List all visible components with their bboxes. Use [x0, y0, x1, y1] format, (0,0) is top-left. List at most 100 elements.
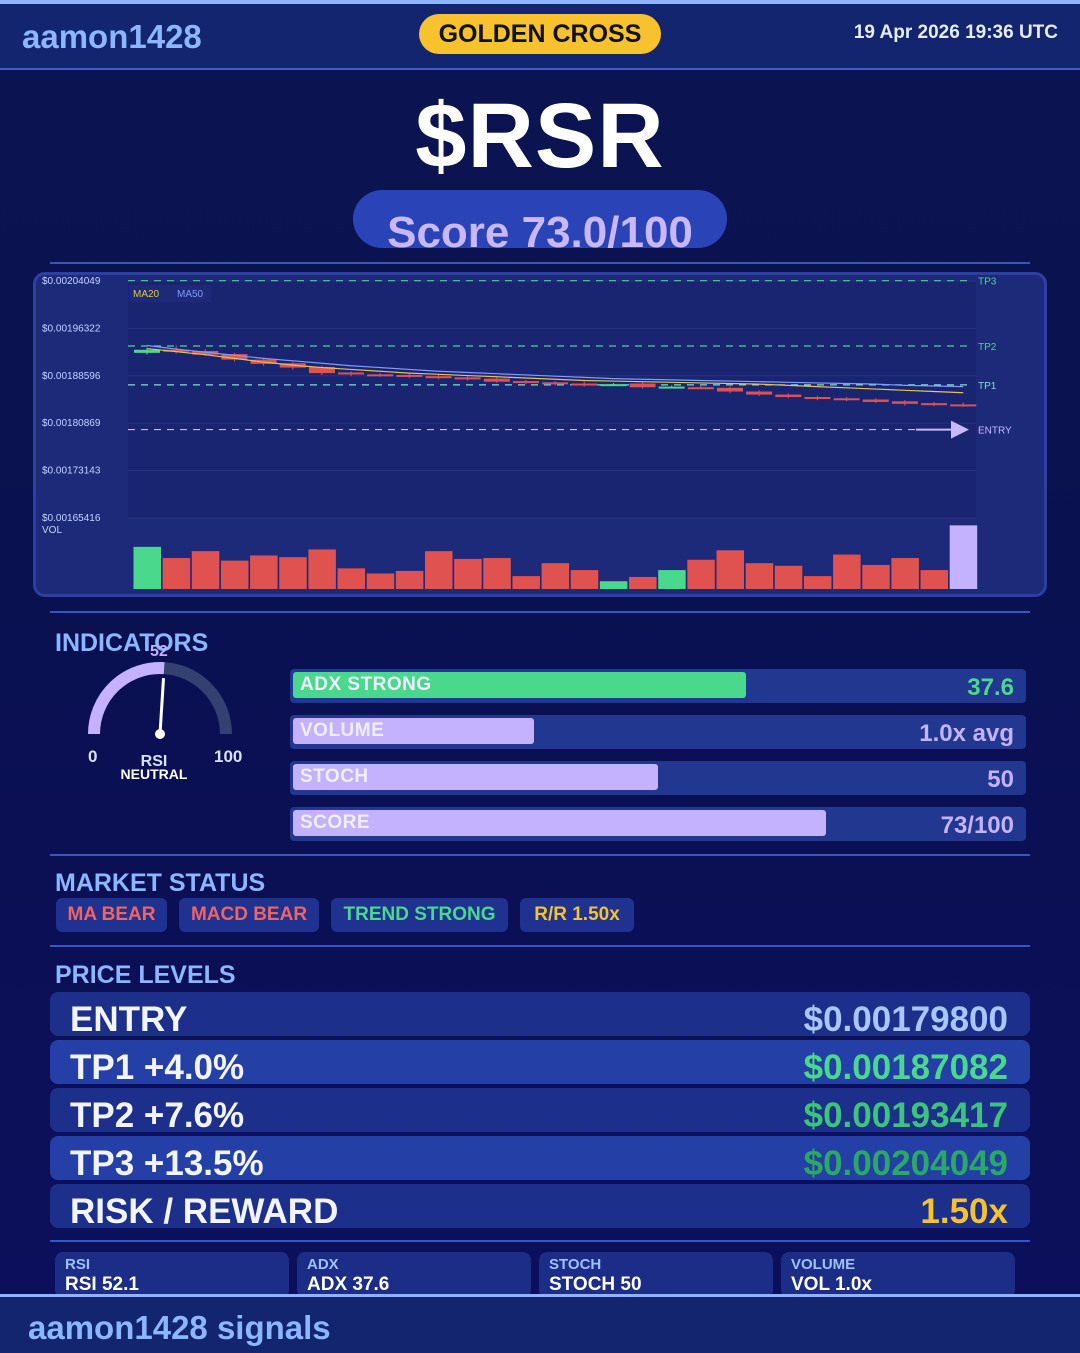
volume-label: VOL	[42, 525, 62, 536]
candle-body	[483, 378, 510, 382]
price-level-value: $0.00179800	[803, 1000, 1008, 1039]
status-chip: MACD BEAR	[179, 898, 319, 932]
price-level-label: TP1 +4.0%	[70, 1048, 245, 1087]
mini-stat-title: VOLUME	[791, 1256, 856, 1273]
timestamp: 19 Apr 2026 19:36 UTC	[853, 22, 1058, 43]
gauge-needle	[158, 678, 166, 735]
mini-stat-card: STOCH STOCH 50	[539, 1252, 773, 1298]
candle-body	[396, 374, 423, 377]
indicator-bar-fill	[293, 672, 746, 698]
brand-name: aamon1428	[22, 18, 202, 55]
market-status-title: MARKET STATUS	[55, 869, 266, 897]
ma50-line	[146, 344, 964, 388]
legend-ma50: MA50	[177, 289, 204, 300]
price-level-row: TP1 +4.0% $0.00187082	[50, 1040, 1030, 1087]
chart-canvas: $0.00204049 $0.00196322 $0.00188596 $0.0018…	[42, 276, 1012, 589]
signal-badge: GOLDEN CROSS	[419, 14, 661, 54]
indicator-bar-fill	[293, 764, 658, 790]
mini-stat-card: ADX ADX 37.6	[297, 1252, 531, 1298]
volume-bar	[454, 558, 482, 589]
price-level-value: $0.00193417	[803, 1096, 1008, 1135]
rsi-min: 0	[88, 747, 97, 766]
divider	[50, 262, 1030, 264]
candle-body	[367, 374, 394, 377]
mini-stat-title: RSI	[65, 1256, 91, 1273]
candle-body	[163, 349, 190, 352]
level-label-entry: ENTRY	[978, 426, 1012, 437]
y-tick-label: $0.00188596	[42, 371, 101, 382]
indicator-bar-label: SCORE	[300, 812, 371, 833]
volume-bar	[833, 554, 861, 589]
volume-bar	[191, 551, 220, 589]
candle-body	[542, 382, 569, 385]
volume-bar	[716, 550, 744, 589]
volume-bar	[599, 581, 628, 589]
price-level-label: TP3 +13.5%	[70, 1144, 264, 1183]
indicator-bar-stoch: STOCH 50	[290, 761, 1026, 795]
price-level-row: TP2 +7.6% $0.00193417	[50, 1088, 1030, 1135]
candle-body	[717, 387, 743, 392]
score-label: Score 73.0/100	[387, 208, 693, 248]
price-level-value: $0.00204049	[803, 1144, 1008, 1183]
mini-stat-value: STOCH 50	[549, 1274, 642, 1295]
price-level-label: TP2 +7.6%	[70, 1096, 245, 1135]
indicator-bar-label: VOLUME	[300, 720, 385, 741]
candle-body	[512, 381, 539, 384]
mini-stat-value: RSI 52.1	[65, 1274, 139, 1295]
price-levels-title: PRICE LEVELS	[55, 961, 236, 989]
volume-bar	[949, 525, 978, 589]
mini-stat-value: ADX 37.6	[307, 1274, 390, 1295]
candle-body	[571, 383, 598, 386]
candle-body	[658, 386, 685, 389]
candle-body	[833, 398, 860, 401]
price-level-value: 1.50x	[920, 1192, 1008, 1231]
legend-ma20: MA20	[133, 289, 160, 300]
candle-body	[804, 397, 831, 400]
volume-bar	[250, 555, 278, 589]
indicator-bar-volume: VOLUME 1.0x avg	[290, 715, 1026, 749]
price-level-label: ENTRY	[70, 1000, 188, 1039]
volume-bar	[541, 563, 570, 589]
mini-stat-title: STOCH	[549, 1256, 602, 1273]
candle-body	[862, 399, 889, 402]
volume-bar	[425, 551, 453, 589]
volume-bar	[687, 559, 715, 589]
volume-bar	[220, 560, 249, 589]
legend-box	[129, 285, 211, 302]
candle-body	[629, 383, 656, 388]
y-tick-label: $0.00173143	[42, 466, 101, 477]
indicator-bar-score: SCORE 73/100	[290, 807, 1026, 841]
volume-bar	[162, 558, 191, 589]
candle-body	[221, 354, 248, 360]
price-level-row: ENTRY $0.00179800	[50, 992, 1030, 1039]
price-level-row: RISK / REWARD 1.50x	[50, 1184, 1030, 1231]
candle-body	[775, 394, 802, 398]
indicator-bar-adx: ADX STRONG 37.6	[290, 669, 1026, 703]
candle-body	[891, 401, 918, 404]
volume-bar	[629, 576, 657, 589]
ticker-symbol: $RSR	[415, 85, 665, 187]
price-level-label: RISK / REWARD	[70, 1192, 339, 1231]
indicator-bar-value: 50	[987, 766, 1014, 793]
volume-bar	[862, 564, 890, 589]
status-chip: TREND STRONG	[331, 898, 508, 932]
volume-bar	[337, 568, 366, 589]
indicator-bar-label: ADX STRONG	[300, 674, 432, 695]
divider	[50, 611, 1030, 613]
volume-bar	[658, 570, 686, 589]
candle-body	[134, 349, 160, 353]
volume-bar	[891, 558, 919, 589]
price-chart: $0.00204049 $0.00196322 $0.00188596 $0.0018…	[33, 272, 1047, 597]
candle-body	[338, 372, 365, 375]
indicator-bar-value: 37.6	[967, 674, 1014, 701]
volume-bar	[395, 570, 424, 589]
volume-bar	[745, 563, 774, 589]
status-chip: R/R 1.50x	[520, 898, 634, 932]
candle-body	[921, 403, 948, 406]
footer: aamon1428 signals	[0, 1294, 1080, 1353]
ma20-line	[146, 347, 964, 394]
mini-stat-card: RSI RSI 52.1	[55, 1252, 289, 1298]
rsi-label: RSI	[141, 753, 168, 770]
candle-body	[950, 404, 977, 407]
